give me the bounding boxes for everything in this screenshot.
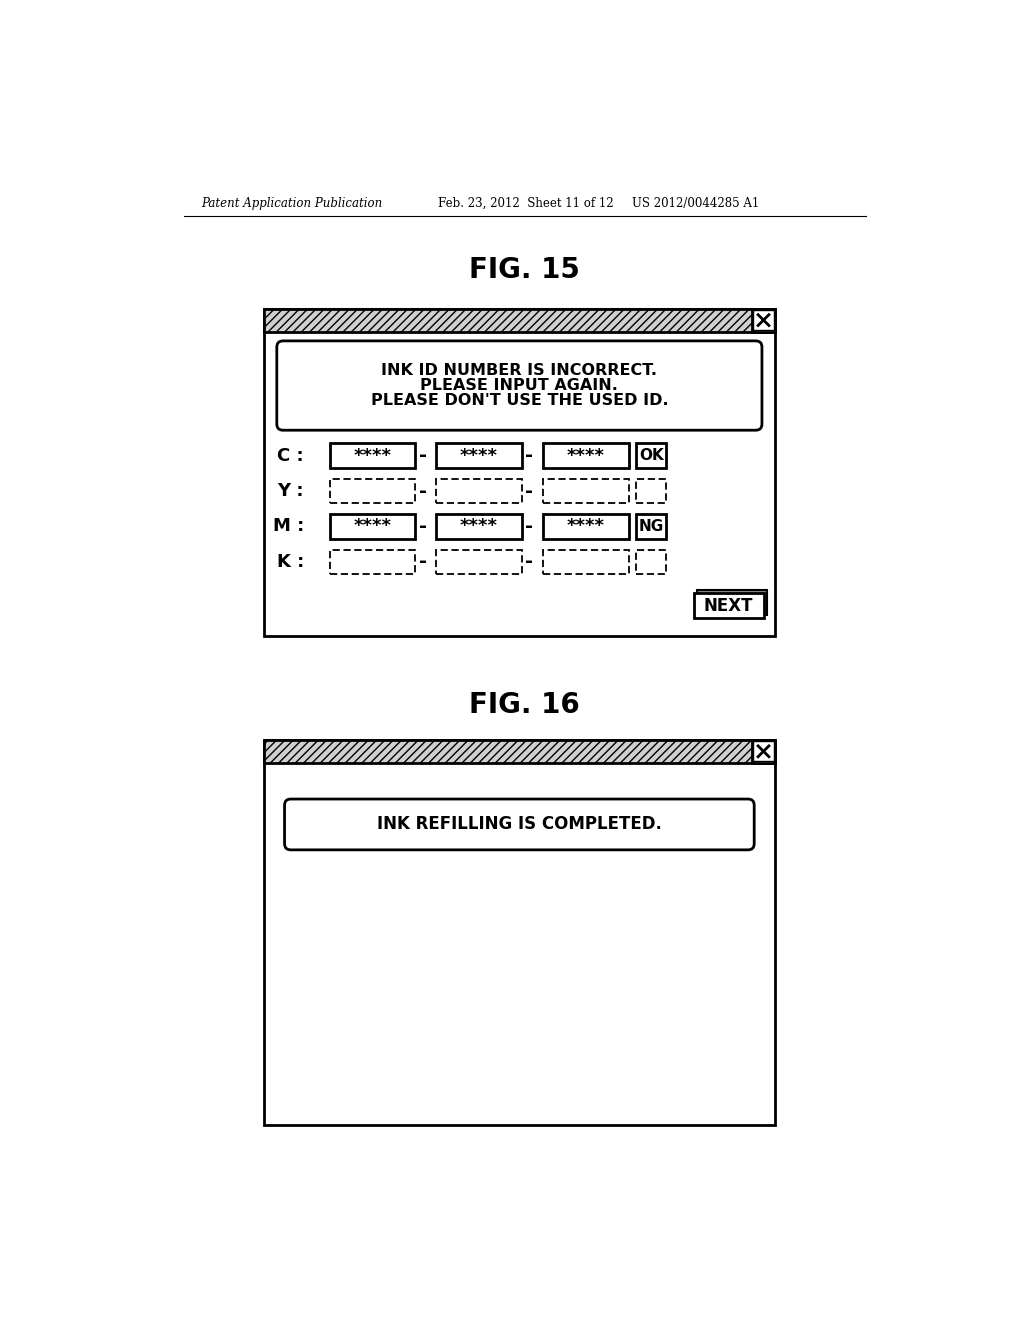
- Text: ****: ****: [460, 517, 498, 536]
- Bar: [754, 742, 773, 762]
- Bar: [263, 739, 775, 1125]
- Text: FIG. 16: FIG. 16: [469, 692, 581, 719]
- Bar: [752, 309, 775, 331]
- Text: -: -: [525, 482, 534, 500]
- Text: FIG. 15: FIG. 15: [469, 256, 581, 284]
- Text: PLEASE INPUT AGAIN.: PLEASE INPUT AGAIN.: [421, 378, 618, 393]
- Bar: [544, 549, 629, 574]
- FancyBboxPatch shape: [285, 799, 755, 850]
- Text: ****: ****: [567, 446, 605, 465]
- Text: PLEASE DON'T USE THE USED ID.: PLEASE DON'T USE THE USED ID.: [371, 393, 669, 408]
- Bar: [636, 549, 666, 574]
- Text: OK: OK: [639, 447, 664, 463]
- Text: M :: M :: [272, 517, 304, 536]
- Text: -: -: [525, 552, 534, 572]
- Text: K :: K :: [276, 553, 304, 570]
- Bar: [330, 444, 415, 469]
- Text: INK ID NUMBER IS INCORRECT.: INK ID NUMBER IS INCORRECT.: [381, 363, 657, 378]
- Bar: [436, 549, 521, 574]
- Bar: [263, 309, 775, 331]
- Text: Y :: Y :: [278, 482, 304, 500]
- Bar: [436, 515, 521, 539]
- Bar: [544, 479, 629, 503]
- Bar: [754, 310, 773, 330]
- Text: -: -: [525, 517, 534, 536]
- Bar: [263, 739, 775, 763]
- Text: Feb. 23, 2012  Sheet 11 of 12: Feb. 23, 2012 Sheet 11 of 12: [438, 197, 613, 210]
- Bar: [263, 309, 775, 636]
- Text: NEXT: NEXT: [703, 597, 754, 615]
- Text: C :: C :: [278, 446, 304, 465]
- Bar: [330, 479, 415, 503]
- Text: ****: ****: [567, 517, 605, 536]
- Bar: [263, 739, 775, 763]
- Bar: [263, 309, 775, 331]
- Bar: [544, 515, 629, 539]
- Text: -: -: [419, 517, 427, 536]
- Text: -: -: [419, 446, 427, 465]
- Text: ****: ****: [353, 517, 391, 536]
- Bar: [636, 515, 666, 539]
- Bar: [752, 739, 775, 763]
- Bar: [693, 594, 764, 618]
- Bar: [330, 549, 415, 574]
- Bar: [544, 444, 629, 469]
- Text: -: -: [419, 552, 427, 572]
- Text: INK REFILLING IS COMPLETED.: INK REFILLING IS COMPLETED.: [377, 816, 662, 833]
- Text: Patent Application Publication: Patent Application Publication: [202, 197, 383, 210]
- Text: ****: ****: [460, 446, 498, 465]
- Text: NG: NG: [639, 519, 664, 535]
- Bar: [436, 479, 521, 503]
- Text: -: -: [419, 482, 427, 500]
- Bar: [636, 444, 666, 469]
- Text: ****: ****: [353, 446, 391, 465]
- Bar: [697, 590, 767, 615]
- Text: -: -: [525, 446, 534, 465]
- Bar: [636, 479, 666, 503]
- Bar: [436, 444, 521, 469]
- Text: US 2012/0044285 A1: US 2012/0044285 A1: [632, 197, 759, 210]
- FancyBboxPatch shape: [276, 341, 762, 430]
- Bar: [330, 515, 415, 539]
